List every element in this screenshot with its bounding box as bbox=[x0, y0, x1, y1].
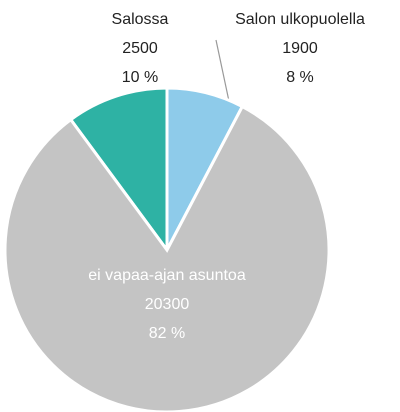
leader-line bbox=[215, 39, 231, 107]
percent-label: 82 % bbox=[149, 325, 185, 342]
value-label: 20300 bbox=[145, 296, 190, 313]
value-label: 2500 bbox=[122, 40, 158, 57]
pie-slice bbox=[68, 86, 169, 255]
value-label: 1900 bbox=[282, 40, 318, 57]
percent-label: 10 % bbox=[122, 69, 158, 86]
slice-label: Salon ulkopuolella bbox=[235, 11, 365, 28]
pie-slice bbox=[3, 104, 331, 412]
percent-label: 8 % bbox=[286, 69, 314, 86]
slice-label: ei vapaa-ajan asuntoa bbox=[88, 267, 246, 284]
slice-label: Salossa bbox=[112, 11, 169, 28]
